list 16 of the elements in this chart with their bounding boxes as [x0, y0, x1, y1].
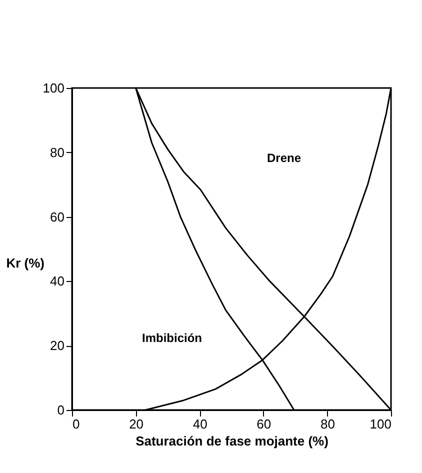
annotation: Drene	[267, 151, 302, 165]
x-tick-label: 0	[72, 416, 80, 432]
y-tick-label: 80	[50, 144, 64, 160]
y-tick-label: 20	[50, 338, 64, 354]
x-tick-label: 20	[129, 416, 144, 432]
x-axis-title: Saturación de fase mojante (%)	[136, 434, 328, 448]
x-tick-label: 40	[192, 416, 208, 432]
y-tick-label: 60	[50, 209, 64, 224]
y-tick-label: 0	[57, 402, 64, 418]
x-tick-label: 80	[320, 416, 335, 432]
y-tick-label: 40	[50, 274, 64, 289]
y-tick-label: 100	[42, 80, 64, 96]
x-tick-label: 60	[256, 416, 272, 432]
y-axis-title: Kr (%)	[6, 256, 44, 270]
x-tick-label: 100	[370, 416, 392, 432]
annotation: Imbibición	[142, 331, 202, 345]
